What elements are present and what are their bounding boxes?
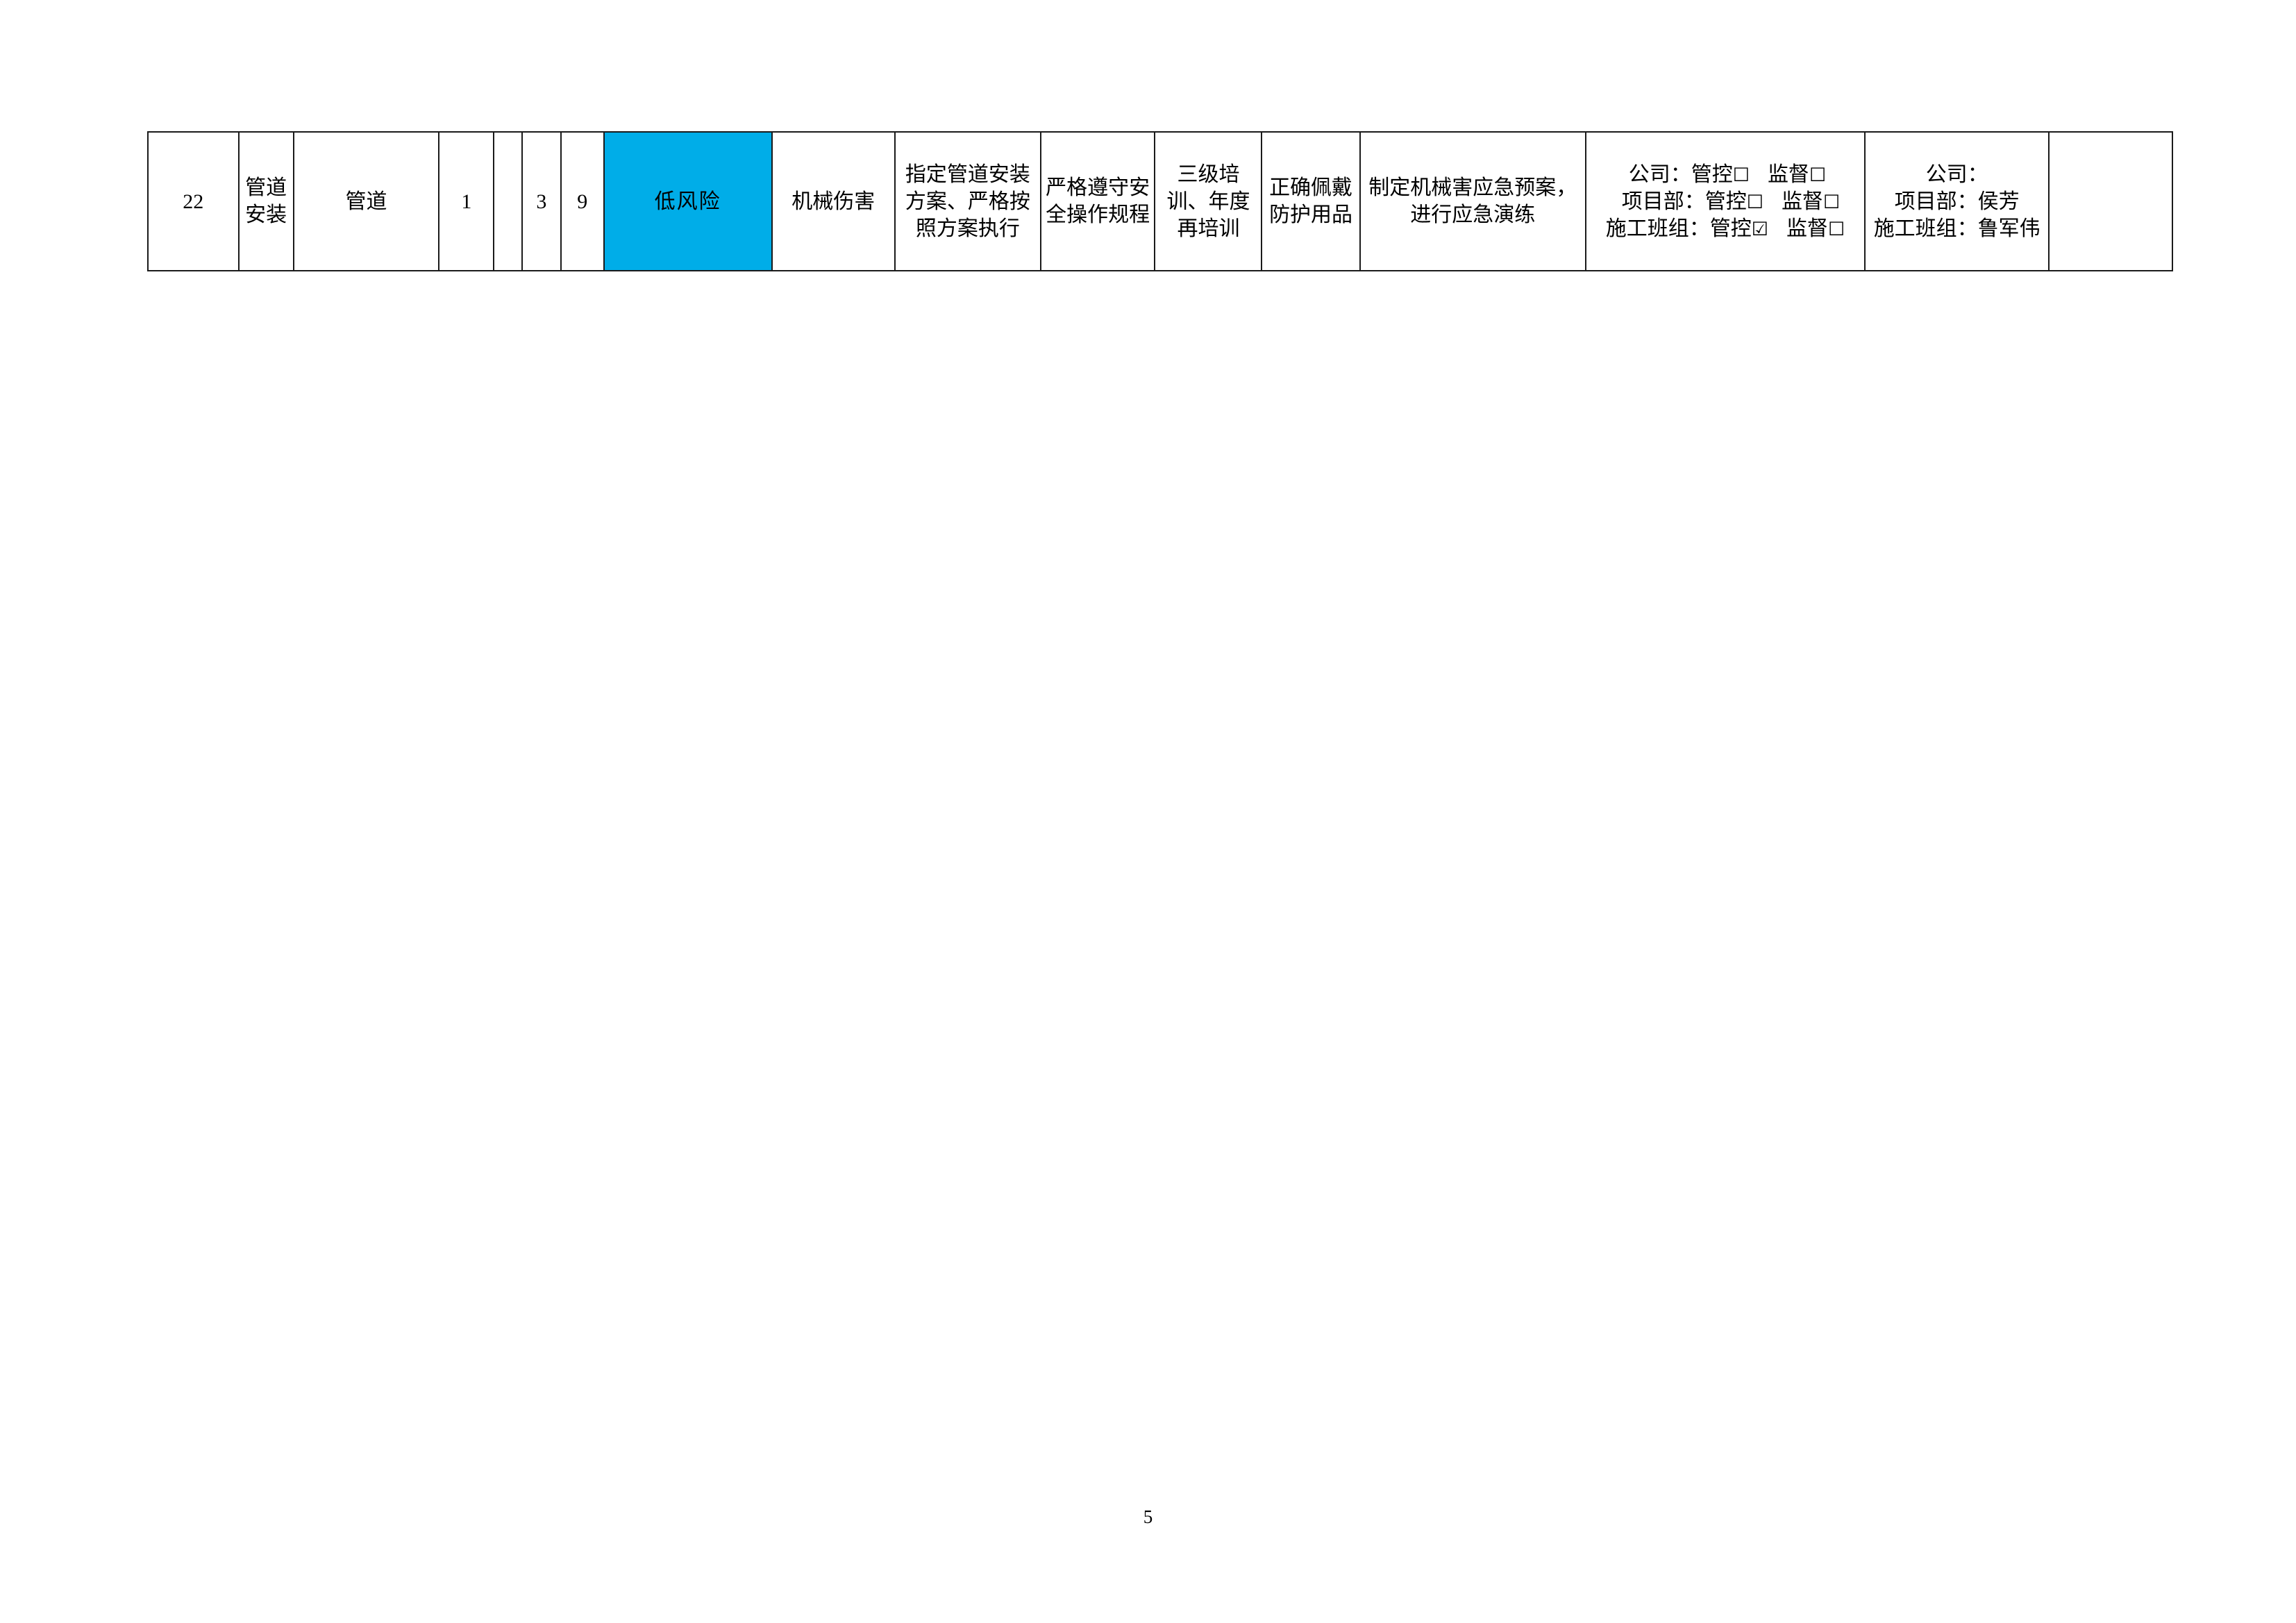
page-number: 5 [1143,1506,1153,1527]
checkbox-company-control[interactable]: ☐ [1732,164,1750,185]
responsible-project: 项目部：侯芳 [1894,190,2020,213]
control-company-control-label: 管控 [1691,162,1733,186]
control-project-label: 项目部： [1621,190,1705,213]
cell-hazard-type: 机械伤害 [771,131,896,271]
control-row-company: 公司：管控☐ 监督☐ [1591,161,1860,188]
cell-measure-emergency: 制定机械害应急预案，进行应急演练 [1359,131,1586,271]
cell-responsible-persons: 公司： 项目部：侯芳 施工班组：鲁军伟 [1864,131,2050,271]
checkbox-project-control[interactable]: ☐ [1746,191,1763,212]
control-crew-supervise-label: 监督 [1786,217,1828,240]
cell-remark [2048,131,2173,271]
cell-work-part: 管道安装 [237,131,294,271]
control-company-label: 公司： [1628,162,1691,186]
cell-exposure-e [493,131,523,271]
control-crew-label: 施工班组： [1605,217,1710,240]
cell-risk-level: 低风险 [603,131,773,271]
control-project-control-label: 管控 [1704,190,1747,213]
cell-measure-ppe: 正确佩戴防护用品 [1261,131,1361,271]
checkbox-project-supervise[interactable]: ☐ [1822,191,1841,212]
responsible-crew: 施工班组：鲁军伟 [1873,217,2041,240]
checkbox-crew-supervise[interactable]: ☐ [1827,218,1845,239]
control-crew-control-label: 管控 [1709,217,1752,240]
cell-measure-training: 三级培训、年度再培训 [1154,131,1263,271]
cell-risk-value-d: 9 [560,131,605,271]
control-project-supervise-label: 监督 [1781,190,1823,213]
cell-likelihood-l: 1 [438,131,495,271]
control-row-crew: 施工班组：管控☑ 监督☐ [1591,215,1860,242]
cell-control-levels: 公司：管控☐ 监督☐ 项目部：管控☐ 监督☐ 施工班组：管控☑ 监督☐ [1584,131,1866,271]
checkbox-crew-control[interactable]: ☑ [1751,218,1768,239]
control-row-project: 项目部：管控☐ 监督☐ [1591,188,1860,215]
table-row: 22 管道安装 管道 1 3 9 低风险 机械伤害 指定管道安装方案、严格按照方… [147,131,2173,271]
cell-measure-engineering: 指定管道安装方案、严格按照方案执行 [894,131,1041,271]
responsible-company: 公司： [1925,162,1988,186]
checkbox-company-supervise[interactable]: ☐ [1809,164,1827,185]
cell-consequence-c: 3 [521,131,562,271]
control-company-supervise-label: 监督 [1767,162,1809,186]
cell-activity: 管道 [292,131,440,271]
cell-measure-management: 严格遵守安全操作规程 [1039,131,1156,271]
cell-serial-number: 22 [147,131,240,271]
risk-assessment-table: 22 管道安装 管道 1 3 9 低风险 机械伤害 指定管道安装方案、严格按照方… [147,131,2173,271]
